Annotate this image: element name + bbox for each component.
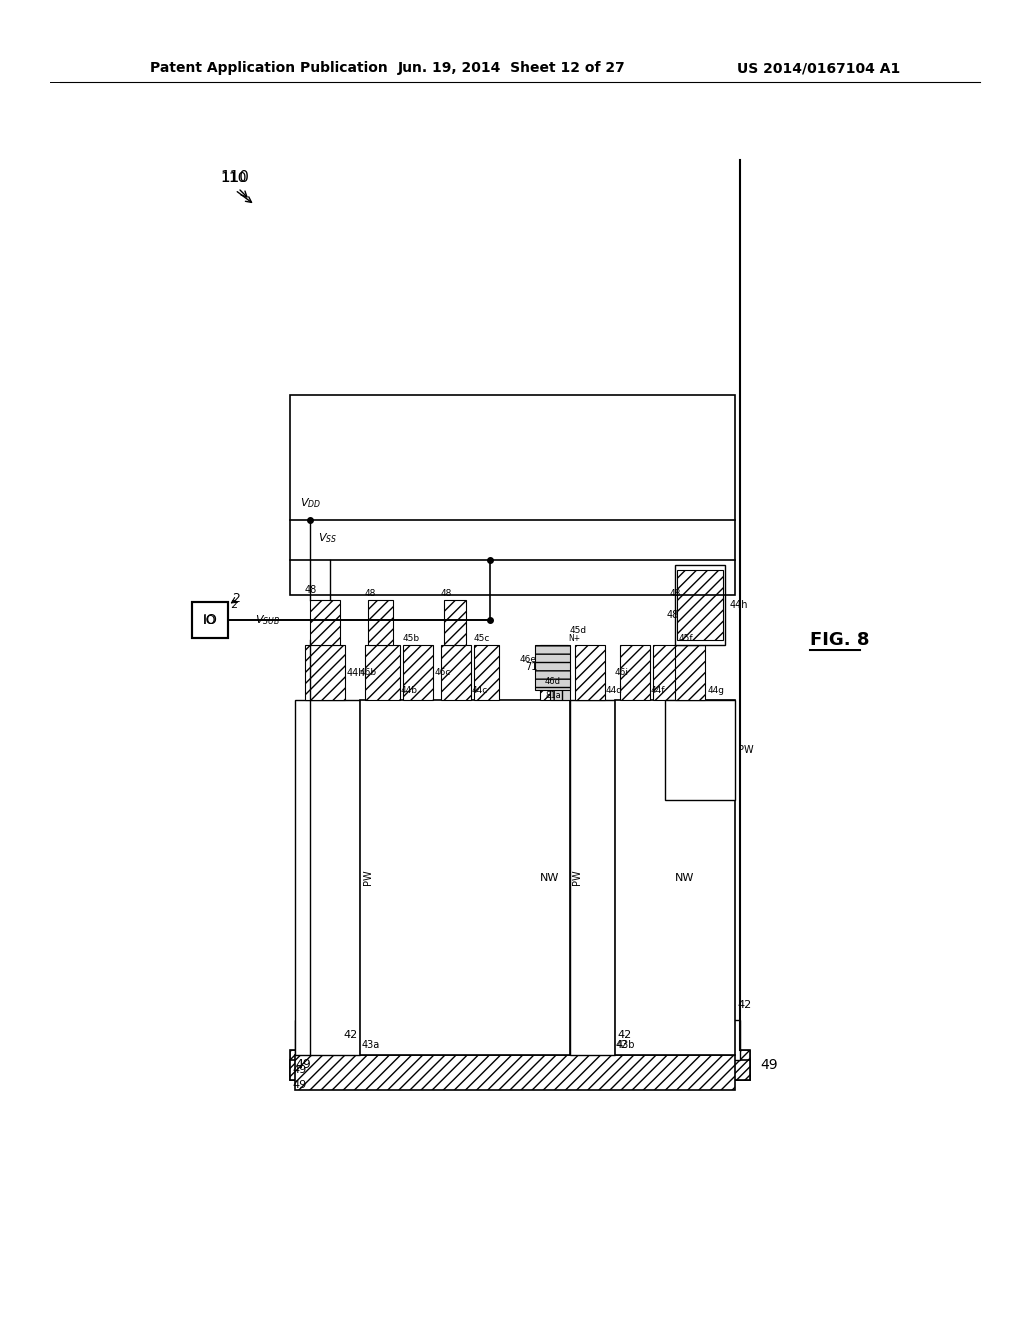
Text: IO: IO (203, 614, 217, 627)
Text: $V_{DD}$: $V_{DD}$ (300, 496, 322, 510)
Text: 48: 48 (365, 589, 377, 598)
Bar (193, 602, 228, 638)
Text: 48: 48 (670, 589, 681, 598)
Text: 48: 48 (667, 610, 679, 620)
Bar (665, 700, 735, 800)
Text: 44g: 44g (708, 686, 725, 696)
Bar (444, 601, 466, 645)
Text: 71: 71 (525, 663, 538, 672)
Text: 44b: 44b (401, 686, 418, 696)
Bar (295, 1020, 740, 1060)
Text: 2: 2 (230, 601, 238, 610)
Text: 110: 110 (220, 170, 249, 186)
Text: 49: 49 (292, 1065, 306, 1074)
Text: 44h: 44h (730, 601, 749, 610)
Text: N+: N+ (568, 634, 581, 643)
Bar (678, 601, 700, 645)
Bar (365, 645, 400, 700)
Bar (310, 601, 340, 645)
Bar (290, 1060, 750, 1080)
Bar (193, 602, 228, 638)
Bar (570, 700, 615, 1055)
Text: 44h: 44h (347, 668, 366, 677)
Bar (295, 1055, 735, 1090)
Text: $V_{SS}$: $V_{SS}$ (318, 531, 337, 545)
Text: PW: PW (572, 870, 582, 886)
Text: 45f: 45f (679, 634, 693, 643)
Bar (653, 645, 678, 700)
Text: NW: NW (675, 873, 694, 883)
Bar (620, 645, 650, 700)
Text: 44c: 44c (472, 686, 488, 696)
Text: 43a: 43a (362, 1040, 380, 1049)
Bar (441, 645, 471, 700)
Text: NW: NW (540, 873, 559, 883)
Bar (535, 645, 570, 690)
Text: 44f: 44f (651, 686, 666, 696)
Text: 48: 48 (305, 585, 317, 595)
Bar (615, 700, 735, 1055)
Text: 44d: 44d (606, 686, 623, 696)
Bar (675, 565, 725, 645)
Text: 42: 42 (617, 1030, 631, 1040)
Bar (295, 700, 360, 1055)
Text: 49: 49 (292, 1080, 306, 1090)
Text: 2: 2 (232, 591, 240, 605)
Bar (575, 645, 605, 700)
Text: PW: PW (362, 870, 373, 886)
Bar (403, 645, 433, 700)
Bar (290, 1049, 750, 1080)
Text: 49: 49 (760, 1059, 777, 1072)
Bar (550, 675, 570, 700)
Text: IO: IO (203, 612, 217, 627)
Text: 45b: 45b (403, 634, 420, 643)
Text: 46b: 46b (360, 668, 377, 677)
Bar (290, 395, 735, 595)
Text: 42: 42 (344, 1030, 358, 1040)
Text: 42: 42 (616, 1040, 629, 1049)
Bar (474, 645, 499, 700)
Text: 45d: 45d (570, 626, 587, 635)
Text: PW: PW (738, 744, 754, 755)
Text: 46d: 46d (545, 677, 561, 686)
Bar (368, 601, 393, 645)
Bar (290, 1049, 750, 1080)
Text: 46e: 46e (520, 656, 537, 664)
Bar (360, 700, 570, 1055)
Text: 46c: 46c (435, 668, 452, 677)
Bar (675, 645, 705, 700)
Text: US 2014/0167104 A1: US 2014/0167104 A1 (736, 61, 900, 75)
Text: 43b: 43b (617, 1040, 636, 1049)
Bar (305, 645, 345, 700)
Text: $V_{SUB}$: $V_{SUB}$ (255, 612, 281, 627)
Text: 49: 49 (295, 1059, 310, 1072)
Bar (677, 570, 723, 640)
Bar (540, 645, 568, 700)
Text: FIG. 8: FIG. 8 (810, 631, 869, 649)
Text: 42: 42 (737, 1001, 752, 1010)
Text: 110: 110 (220, 172, 247, 185)
Text: 45c: 45c (474, 634, 490, 643)
Text: 46i: 46i (615, 668, 629, 677)
Text: 81a: 81a (545, 690, 561, 700)
Text: Jun. 19, 2014  Sheet 12 of 27: Jun. 19, 2014 Sheet 12 of 27 (398, 61, 626, 75)
Text: 48: 48 (441, 589, 453, 598)
Text: Patent Application Publication: Patent Application Publication (150, 61, 388, 75)
